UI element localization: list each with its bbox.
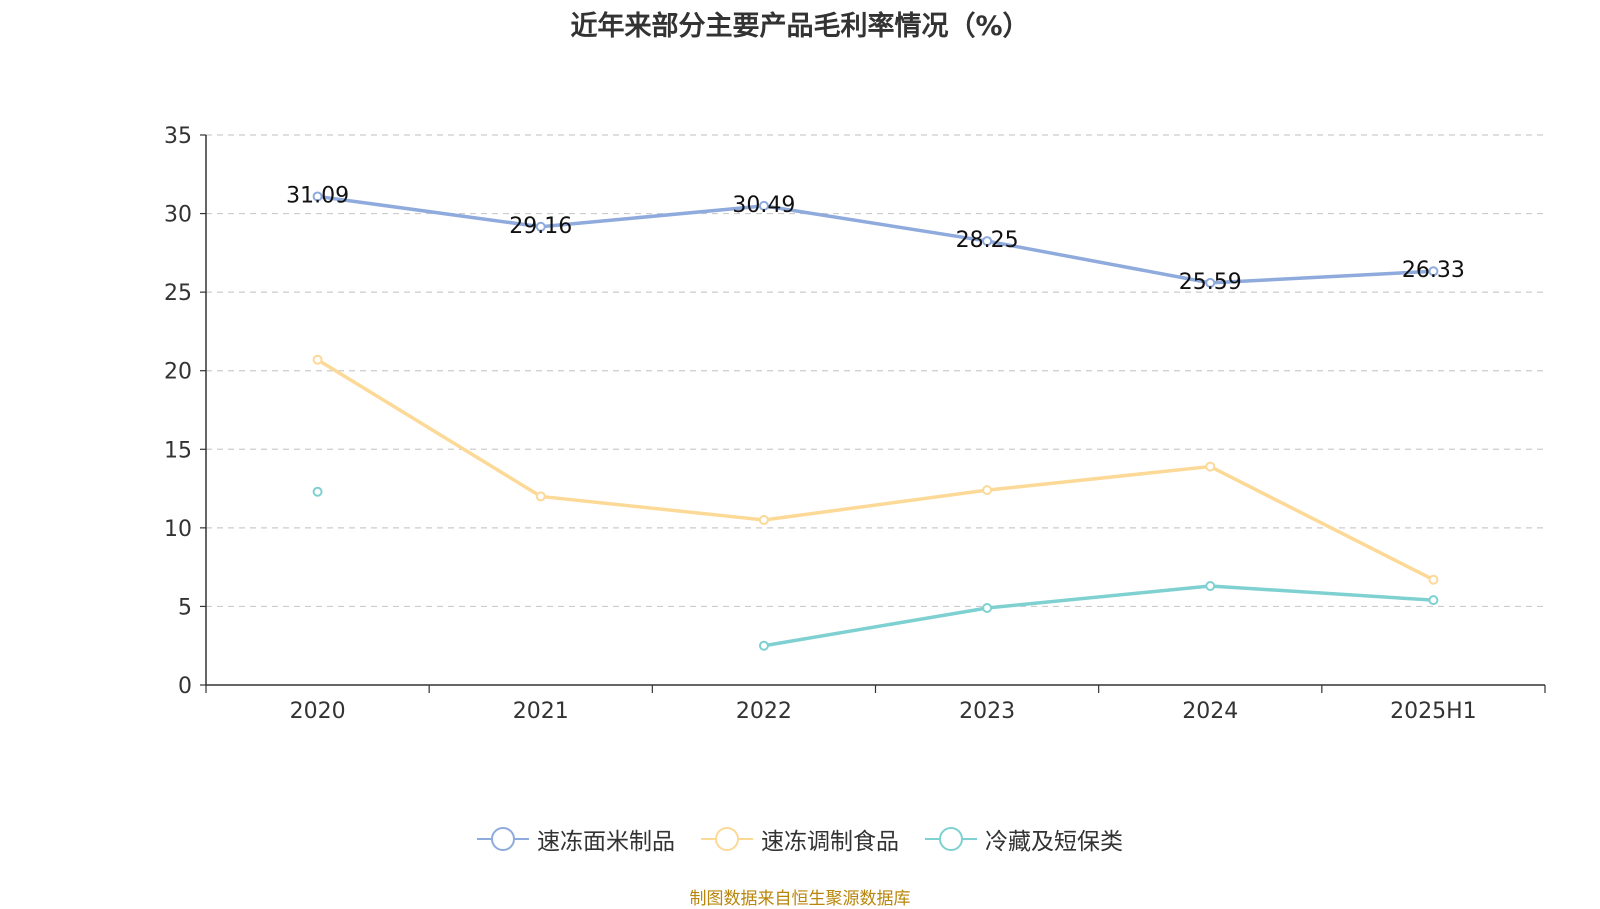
x-tick-label: 2025H1	[1390, 699, 1477, 724]
y-tick-label: 10	[164, 517, 192, 542]
data-label: 29.16	[509, 214, 572, 239]
data-point-series-1	[312, 354, 323, 365]
y-tick-label: 35	[164, 124, 192, 149]
legend: 速冻面米制品 速冻调制食品 冷藏及短保类	[0, 822, 1600, 856]
data-source-note: 制图数据来自恒生聚源数据库	[689, 889, 911, 909]
legend-marker-icon	[477, 827, 529, 851]
data-label: 25.59	[1179, 270, 1242, 295]
data-point-series-0	[982, 236, 993, 247]
data-point-series-0	[1205, 277, 1216, 288]
y-tick-label: 5	[178, 595, 192, 620]
y-tick-label: 0	[178, 674, 192, 699]
x-tick-label: 2021	[513, 699, 569, 724]
data-point-series-2	[982, 603, 993, 613]
data-point-series-1	[535, 491, 546, 502]
x-tick-label: 2024	[1182, 699, 1238, 724]
data-point-series-1	[982, 485, 993, 496]
data-point-series-2	[312, 486, 323, 497]
y-tick-label: 25	[164, 281, 192, 306]
legend-item-series-2[interactable]: 冷藏及短保类	[925, 822, 1123, 856]
series-line-1	[316, 358, 1435, 582]
data-point-series-0	[312, 191, 323, 202]
data-point-series-0	[758, 200, 769, 211]
data-point-series-2	[758, 640, 769, 651]
data-point-series-2	[1428, 595, 1439, 606]
legend-circle-1	[715, 827, 739, 851]
data-label: 31.09	[286, 183, 349, 208]
data-point-series-1	[1428, 574, 1439, 585]
x-tick-label: 2022	[736, 699, 792, 724]
data-point-series-1	[758, 515, 769, 525]
data-point-series-2	[1205, 581, 1216, 591]
legend-marker-icon	[925, 827, 977, 851]
x-tick-label: 2023	[959, 699, 1015, 724]
legend-item-series-1[interactable]: 速冻调制食品	[701, 822, 899, 856]
y-tick-label: 30	[164, 203, 192, 228]
chart-title: 近年来部分主要产品毛利率情况（%）	[570, 11, 1030, 42]
y-tick-label: 20	[164, 360, 192, 385]
x-tick-label: 2020	[290, 699, 346, 724]
data-point-series-0	[535, 221, 546, 232]
legend-label: 冷藏及短保类	[985, 829, 1123, 855]
series-line-2	[763, 584, 1434, 648]
legend-circle-0	[491, 827, 515, 851]
data-label: 28.25	[956, 228, 1019, 253]
data-point-series-1	[1205, 461, 1216, 472]
data-point-series-0	[1428, 266, 1439, 277]
data-label: 26.33	[1402, 258, 1465, 283]
legend-circle-2	[939, 827, 963, 851]
data-label: 30.49	[732, 193, 795, 218]
legend-marker-icon	[701, 827, 753, 851]
legend-label: 速冻面米制品	[537, 829, 675, 855]
series-line-0	[317, 194, 1434, 285]
legend-item-series-0[interactable]: 速冻面米制品	[477, 822, 675, 856]
y-tick-label: 15	[164, 438, 192, 463]
legend-label: 速冻调制食品	[761, 829, 899, 855]
